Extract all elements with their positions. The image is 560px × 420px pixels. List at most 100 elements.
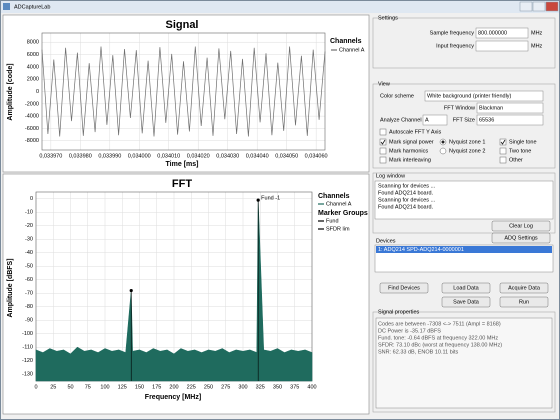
button[interactable] [491, 232, 551, 244]
x-tick-label: 175 [152, 384, 161, 390]
x-tick-label: 100 [100, 384, 109, 390]
maximize-button[interactable] [532, 1, 546, 12]
y-tick-label: -4000 [25, 114, 39, 120]
x-tick-label: 50 [67, 384, 73, 390]
x-tick-label: 325 [256, 384, 265, 390]
option-label: Mark harmonics [389, 148, 428, 154]
x-tick-label: 225 [187, 384, 196, 390]
button-label: Save Data [453, 299, 480, 305]
x-tick-label: 250 [204, 384, 213, 390]
checkbox[interactable] [499, 156, 507, 164]
y-tick-label: -20 [25, 223, 33, 229]
field-label: Input frequency [436, 43, 474, 49]
close-button[interactable] [545, 1, 559, 12]
device-row-selected[interactable] [376, 246, 552, 253]
x-tick-label: 0,034010 [157, 153, 180, 159]
y-tick-label: -2000 [25, 101, 39, 107]
checkbox[interactable] [379, 128, 387, 136]
x-tick-label: 125 [118, 384, 127, 390]
option-label: Two tone [509, 148, 531, 154]
option-label: Nyquist zone 1 [449, 139, 485, 145]
y-tick-label: -6000 [25, 126, 39, 132]
y-tick-label: 0 [30, 196, 33, 202]
option-label: Other [509, 157, 523, 163]
x-tick-label: 75 [85, 384, 91, 390]
checkbox[interactable] [379, 138, 387, 146]
x-tick-label: 300 [238, 384, 247, 390]
select[interactable] [476, 102, 544, 114]
x-axis-label: Time [ms] [166, 161, 199, 168]
property-line: SNR: 62.33 dB, ENOB 10.11 bits [378, 349, 459, 355]
group-title: Settings [378, 15, 398, 21]
y-tick-label: -100 [22, 331, 33, 337]
x-tick-label: 0,033970 [39, 153, 62, 159]
x-tick-label: 375 [290, 384, 299, 390]
property-line: DC Power is -35.17 dBFS [378, 328, 441, 334]
property-line: SFDR: 73.10 dBc (worst at frequency 138.… [378, 342, 502, 348]
button[interactable] [499, 282, 549, 294]
y-tick-label: 8000 [27, 40, 39, 46]
x-tick-label: 275 [221, 384, 230, 390]
x-tick-label: 0,034050 [275, 153, 298, 159]
checkbox[interactable] [379, 156, 387, 164]
minimize-button[interactable] [519, 1, 533, 12]
button[interactable] [491, 220, 551, 232]
y-tick-label: 0 [36, 89, 39, 95]
field-label: FFT Window [444, 105, 475, 111]
select-value: 65536 [479, 117, 494, 123]
legend-title: Channels [318, 193, 350, 200]
chart-title: FFT [172, 178, 192, 190]
checkbox[interactable] [499, 138, 507, 146]
button-label: ADQ Settings [504, 235, 538, 241]
group-title: View [378, 81, 390, 87]
signal-properties-group [372, 311, 556, 413]
text-input[interactable] [475, 40, 529, 52]
y-tick-label: -90 [25, 318, 33, 324]
select[interactable] [476, 114, 544, 126]
text-input[interactable] [475, 27, 529, 39]
log-line: Found ADQ214 board. [378, 204, 434, 210]
unit: MHz [531, 43, 543, 49]
y-tick-label: -50 [25, 264, 33, 270]
legend-label: Fund [326, 218, 339, 224]
button[interactable] [441, 282, 491, 294]
option-label: Nyquist zone 2 [449, 148, 485, 154]
button[interactable] [499, 296, 549, 308]
radio[interactable] [439, 147, 447, 155]
y-tick-label: -30 [25, 237, 33, 243]
checkbox[interactable] [499, 147, 507, 155]
select-value: White background (printer friendly) [427, 93, 512, 99]
select[interactable] [422, 114, 448, 126]
x-tick-label: 0,034000 [128, 153, 151, 159]
x-tick-label: 200 [169, 384, 178, 390]
legend-title: Marker Groups [318, 210, 368, 217]
check-mark [380, 139, 386, 145]
property-line: Codes are between -7308 <-> 7511 (Ampl =… [378, 321, 501, 327]
legend-label: SFDR lim [326, 226, 350, 232]
y-tick-label: -8000 [25, 138, 39, 144]
x-tick-label: 400 [307, 384, 316, 390]
checkbox[interactable] [379, 147, 387, 155]
button[interactable] [441, 296, 491, 308]
log-line: Scanning for devices ... [378, 197, 436, 203]
x-tick-label: 0,034040 [246, 153, 269, 159]
marker-label: Fund -1 [261, 196, 280, 202]
log-line: Found ADQ214 board. [378, 190, 434, 196]
y-tick-label: 2000 [27, 77, 39, 83]
button-label: Acquire Data [508, 285, 541, 291]
group-title: Log window [376, 173, 405, 179]
field-label: Color scheme [380, 93, 414, 99]
button[interactable] [379, 282, 429, 294]
button-label: Run [519, 299, 529, 305]
signal-line [41, 46, 326, 137]
unit: MHz [531, 30, 543, 36]
field-label: Sample frequency [430, 30, 475, 36]
y-tick-label: 4000 [27, 64, 39, 70]
select-value: Blackman [479, 105, 503, 111]
option-label: Autoscale FFT Y Axis [389, 129, 442, 135]
select[interactable] [424, 90, 544, 102]
y-tick-label: -40 [25, 250, 33, 256]
property-line: Fund. tone: -0.64 dBFS at frequency 322.… [378, 335, 498, 341]
chart-title: Signal [165, 19, 198, 31]
